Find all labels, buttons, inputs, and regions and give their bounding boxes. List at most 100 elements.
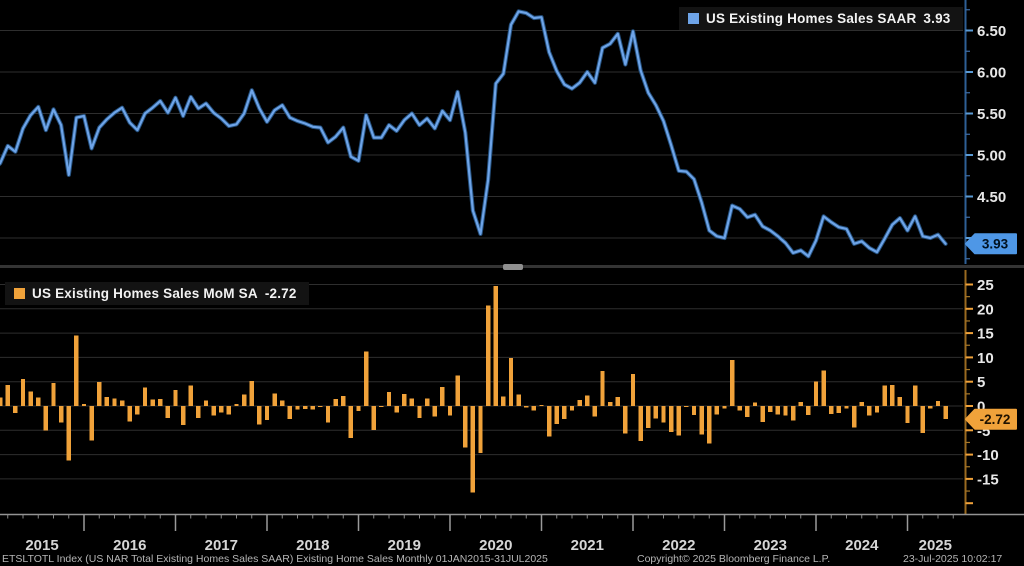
mom-bar: [66, 406, 71, 461]
mom-bar: [859, 402, 864, 406]
y-axis-label: -15: [977, 471, 999, 488]
y-axis-label: 10: [977, 350, 994, 367]
y-axis-label: 20: [977, 301, 994, 318]
mom-bar: [790, 406, 796, 421]
blue-square-icon: [688, 13, 699, 24]
y-axis-label: 5.00: [977, 148, 1006, 165]
mom-bar: [58, 406, 64, 423]
mom-bar: [851, 406, 857, 428]
mom-bar: [470, 406, 476, 493]
mom-bar: [318, 406, 323, 407]
mom-bar: [81, 404, 87, 406]
mom-bar: [897, 396, 903, 406]
y-axis-label: 5: [977, 374, 985, 391]
mom-bar: [493, 285, 498, 406]
mom-bar: [745, 406, 750, 418]
saar-last-value-badge: [965, 233, 1017, 255]
x-axis-year-label: 2015: [25, 537, 58, 554]
mom-bar: [249, 381, 254, 406]
mom-bar: [546, 406, 552, 437]
mom-bar: [836, 406, 842, 413]
mom-bar: [798, 402, 803, 406]
mom-bar: [89, 406, 94, 441]
mom-bar: [20, 378, 26, 406]
x-axis-year-label: 2020: [479, 537, 512, 554]
y-axis-label: 6.00: [977, 65, 1006, 82]
mom-bar: [394, 406, 399, 413]
mom-bar: [310, 406, 315, 410]
mom-bar: [600, 371, 605, 406]
mom-bar: [165, 406, 171, 419]
footer-ticker-description: ETSLTOTL Index (US NAR Total Existing Ho…: [2, 553, 548, 565]
footer-bar: ETSLTOTL Index (US NAR Total Existing Ho…: [0, 552, 1024, 566]
mom-bar: [104, 396, 110, 406]
mom-bar: [554, 406, 559, 424]
mom-bar: [135, 406, 140, 415]
mom-bar: [737, 406, 742, 411]
y-axis-label: 5.50: [977, 106, 1006, 123]
mom-bar: [203, 400, 209, 406]
mom-bar: [36, 397, 41, 406]
mom-bar: [379, 406, 384, 407]
mom-bar: [714, 406, 720, 415]
x-axis-year-label: 2024: [845, 537, 879, 554]
mom-bar: [943, 406, 948, 420]
mom-bar: [127, 406, 132, 422]
mom-bar: [646, 406, 651, 428]
mom-bar: [707, 406, 712, 444]
mom-bar: [28, 391, 33, 406]
mom-bar: [768, 406, 773, 412]
mom-bar: [882, 385, 887, 406]
mom-bar: [752, 402, 758, 406]
mom-bar: [508, 357, 514, 406]
legend-saar-label: US Existing Homes Sales SAAR: [706, 11, 917, 26]
mom-bar: [264, 406, 270, 421]
mom-bar: [5, 385, 10, 406]
mom-bar: [402, 393, 407, 406]
mom-bar: [813, 381, 819, 406]
y-axis-label: 6.50: [977, 23, 1006, 40]
mom-bar: [912, 385, 918, 406]
mom-bar: [348, 406, 354, 439]
mom-bar: [341, 395, 346, 406]
mom-bar: [691, 406, 697, 416]
mom-bar: [173, 389, 178, 406]
mom-bar: [219, 406, 224, 413]
mom-bar: [158, 399, 163, 406]
mom-bar: [180, 406, 186, 425]
legend-saar[interactable]: US Existing Homes Sales SAAR 3.93: [679, 7, 963, 30]
mom-bar: [478, 406, 483, 454]
mom-bar: [607, 402, 613, 406]
mom-bar: [188, 385, 193, 406]
legend-mom-value: -2.72: [264, 286, 297, 301]
legend-mom[interactable]: US Existing Homes Sales MoM SA -2.72: [5, 282, 309, 305]
mom-bar: [211, 406, 216, 416]
panel-splitter-handle[interactable]: [503, 264, 523, 270]
x-axis-year-label: 2021: [571, 537, 604, 554]
mom-bar: [905, 406, 910, 424]
y-axis-label: 4.50: [977, 189, 1006, 206]
footer-copyright: Copyright© 2025 Bloomberg Finance L.P.: [637, 553, 831, 565]
mom-bar: [196, 406, 201, 419]
orange-square-icon: [14, 288, 25, 299]
mom-last-value-badge: [965, 408, 1017, 430]
x-axis-year-label: 2019: [388, 537, 421, 554]
mom-bar: [150, 399, 155, 406]
x-axis-year-label: 2016: [113, 537, 146, 554]
mom-bar: [440, 387, 445, 406]
mom-bar: [935, 401, 941, 406]
mom-bar: [51, 383, 56, 406]
saar-last-value-badge-text: 3.93: [982, 237, 1009, 252]
x-axis-year-label: 2017: [205, 537, 238, 554]
mom-bar: [653, 406, 659, 419]
mom-last-value-badge-text: -2.72: [980, 412, 1011, 427]
mom-bar: [447, 406, 453, 416]
mom-bar: [226, 406, 232, 415]
x-axis-year-label: 2025: [919, 537, 952, 554]
mom-bar: [638, 406, 643, 441]
mom-bar: [234, 404, 239, 406]
mom-bar: [920, 406, 925, 434]
mom-bar: [684, 406, 689, 407]
